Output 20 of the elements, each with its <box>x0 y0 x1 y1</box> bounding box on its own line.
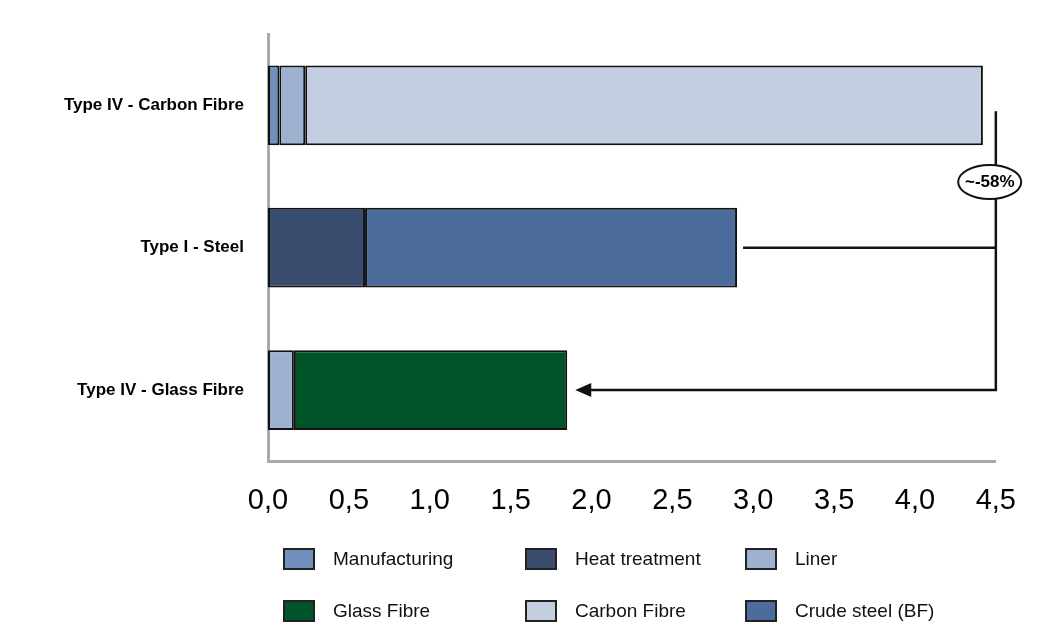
y-tick-label: Type I - Steel <box>140 237 244 257</box>
legend-label: Crude steel (BF) <box>795 600 935 622</box>
legend-label: Liner <box>795 548 838 570</box>
x-tick-label: 4,0 <box>894 482 936 515</box>
x-tick-label: 0,5 <box>328 482 370 515</box>
legend-label: Heat treatment <box>575 548 701 570</box>
x-tick-label: 3,0 <box>733 482 774 515</box>
y-tick-label: Type IV - Carbon Fibre <box>63 95 244 115</box>
x-tick-label: 3,5 <box>813 482 855 515</box>
x-tick-label: 4,5 <box>975 482 1017 515</box>
x-tick-label: 0,0 <box>247 482 289 515</box>
legend-label: Glass Fibre <box>333 600 431 622</box>
x-tick-label: 1,0 <box>409 482 450 515</box>
x-tick-label: 1,5 <box>490 482 531 515</box>
x-tick-label: 2,0 <box>571 482 612 515</box>
legend-label: Carbon Fibre <box>575 600 686 622</box>
annotation: ~-58% <box>957 163 1023 200</box>
x-tick-label: 2,5 <box>652 482 693 515</box>
y-tick-label: Type IV - Glass Fibre <box>77 379 244 399</box>
legend-label: Manufacturing <box>333 548 454 570</box>
